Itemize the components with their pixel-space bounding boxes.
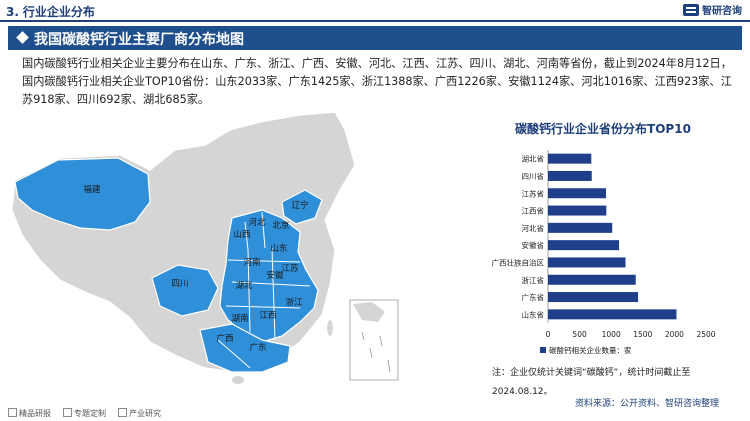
category-label: 江苏省 <box>522 188 545 198</box>
x-tick-label: 1000 <box>602 330 621 339</box>
legend-swatch <box>540 347 546 353</box>
category-label: 江西省 <box>522 206 545 216</box>
footer-item-industry-label: 产业研究 <box>129 409 161 418</box>
bar <box>548 222 613 233</box>
map-province-lines <box>217 211 311 369</box>
map-inset-dots <box>361 331 391 373</box>
legend-label: 碳酸钙相关企业数量：家 <box>549 345 632 355</box>
category-label: 湖北省 <box>522 154 545 164</box>
bar <box>548 292 639 303</box>
footer-item-reports-label: 精品研报 <box>19 409 51 418</box>
map-region-sw <box>151 264 219 317</box>
industry-icon <box>118 408 127 417</box>
brand-logo[interactable]: 智研咨询 <box>683 2 742 17</box>
bar <box>548 240 620 251</box>
x-tick-label: 0 <box>546 330 551 339</box>
map-base-shape <box>11 111 356 373</box>
map-label-shanxi: 山西 <box>233 229 250 240</box>
footer-item-custom-label: 专题定制 <box>74 409 106 418</box>
data-source: 资料来源：公开资料、智研咨询整理 <box>575 399 720 409</box>
footer-item-industry[interactable]: 产业研究 <box>118 408 161 419</box>
top-header: 3. 行业企业分布 智研咨询 <box>0 0 750 22</box>
title-banner: 我国碳酸钙行业主要厂商分布地图 <box>8 26 742 50</box>
bar <box>548 257 626 268</box>
map-label-hunan: 湖南 <box>231 313 248 324</box>
map-label-hebei: 河北 <box>248 217 266 228</box>
map-label-jiangxi: 江西 <box>259 311 276 321</box>
map-label-fujian: 福建 <box>83 184 101 195</box>
bar <box>548 205 607 216</box>
map-label-guangxi: 广西 <box>216 333 233 344</box>
bar <box>548 188 607 199</box>
logo-text: 智研咨询 <box>702 6 742 17</box>
intro-paragraph: 国内碳酸钙行业相关企业主要分布在山东、广东、浙江、广西、安徽、河北、江西、江苏、… <box>22 57 732 106</box>
banner-title: 我国碳酸钙行业主要厂商分布地图 <box>34 32 244 48</box>
category-label: 浙江省 <box>522 275 545 285</box>
map-region-ne <box>281 189 323 225</box>
map-label-hubei: 湖北 <box>235 281 253 291</box>
map-region-nw <box>14 157 151 231</box>
header-divider <box>0 20 750 22</box>
map-label-liaoning: 辽宁 <box>291 200 308 211</box>
category-label: 山东省 <box>522 309 545 319</box>
map-taiwan <box>327 320 333 336</box>
x-tick-label: 2500 <box>696 330 715 339</box>
section-title-text: 行业企业分布 <box>22 5 95 19</box>
map-region-east <box>219 209 319 343</box>
x-tick-label: 2000 <box>665 330 684 339</box>
bar <box>548 153 592 164</box>
map-label-henan: 河南 <box>243 257 260 268</box>
map-label-beijing: 北京 <box>272 220 289 231</box>
section-number: 3. <box>6 5 19 19</box>
category-label: 安徽省 <box>522 240 545 250</box>
map-label-guangdong: 广东 <box>249 342 266 353</box>
china-map-svg: 福建 辽宁 河北 北京 山西 山东 河南 安徽 江苏 四川 湖北 浙江 湖南 江… <box>11 111 399 384</box>
category-label: 四川省 <box>522 171 545 181</box>
bar <box>548 309 677 320</box>
custom-icon <box>63 408 72 417</box>
map-label-jiangsu: 江苏 <box>281 263 299 274</box>
footer: 精品研报 专题定制 产业研究 <box>8 408 161 419</box>
section-title: 3. 行业企业分布 <box>6 3 95 20</box>
bar <box>548 170 592 181</box>
category-label: 广东省 <box>522 292 545 302</box>
x-tick-label: 500 <box>572 330 587 339</box>
map-label-zhejiang: 浙江 <box>285 297 303 308</box>
footer-item-custom[interactable]: 专题定制 <box>63 408 106 419</box>
map-label-anhui: 安徽 <box>266 270 284 281</box>
diamond-icon <box>16 31 29 44</box>
bar <box>548 274 636 285</box>
chart-note: 注：企业仅统计关键词“碳酸钙”，统计时间截止至2024.08.12。 <box>492 368 691 397</box>
footer-item-reports[interactable]: 精品研报 <box>8 408 51 419</box>
map-label-sichuan: 四川 <box>171 279 188 289</box>
x-tick-label: 1500 <box>633 330 652 339</box>
china-map: 福建 辽宁 河北 北京 山西 山东 河南 安徽 江苏 四川 湖北 浙江 湖南 江… <box>0 110 480 400</box>
map-hainan <box>232 376 244 384</box>
report-icon <box>8 408 17 417</box>
logo-icon <box>683 3 699 16</box>
chart-title: 碳酸钙行业企业省份分布TOP10 <box>515 122 691 136</box>
map-label-shandong: 山东 <box>270 243 287 254</box>
map-inset-land <box>353 302 385 322</box>
map-region-south <box>199 323 291 373</box>
category-label: 河北省 <box>522 223 545 233</box>
category-label: 广西壮族自治区 <box>492 257 545 267</box>
